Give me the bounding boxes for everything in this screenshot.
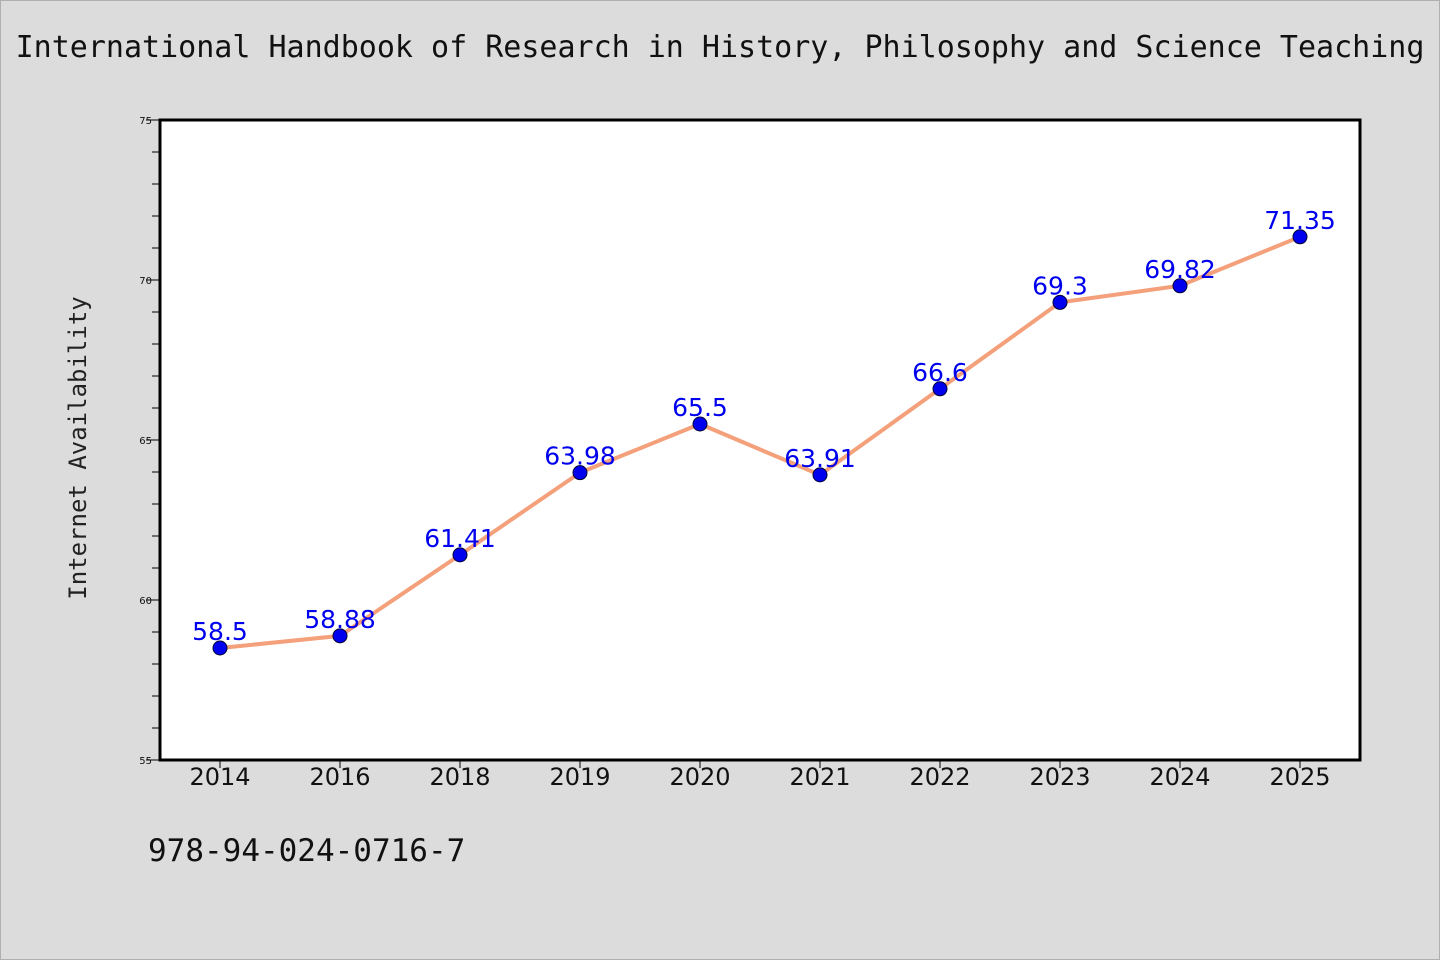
x-tick-label: 2021 (789, 763, 850, 791)
x-tick-label: 2025 (1269, 763, 1330, 791)
y-tick-label: 70 (139, 276, 152, 287)
plot-area (158, 118, 1362, 762)
data-label: 63.98 (544, 442, 616, 471)
data-label: 61.41 (424, 524, 496, 553)
x-tick-label: 2014 (189, 763, 250, 791)
data-point (572, 465, 588, 481)
data-point (1172, 278, 1188, 294)
isbn-text: 978-94-024-0716-7 (148, 833, 466, 869)
x-tick-label: 2019 (549, 763, 610, 791)
x-tick-label: 2016 (309, 763, 370, 791)
data-point (1052, 294, 1068, 310)
x-tick-label: 2023 (1029, 763, 1090, 791)
data-label: 69.82 (1144, 255, 1216, 284)
data-label: 58.5 (192, 617, 248, 646)
data-label: 58.88 (304, 605, 376, 634)
data-point (212, 640, 228, 656)
data-point (932, 381, 948, 397)
data-point (692, 416, 708, 432)
data-label: 65.5 (672, 393, 728, 422)
data-point (452, 547, 468, 563)
data-label: 69.3 (1032, 271, 1088, 300)
x-tick-label: 2024 (1149, 763, 1210, 791)
data-markers (212, 229, 1308, 656)
data-label: 66.6 (912, 358, 968, 387)
y-tick-label: 60 (139, 596, 152, 607)
x-tick-label: 2020 (669, 763, 730, 791)
x-tick-label: 2022 (909, 763, 970, 791)
series-line-group (218, 234, 1302, 650)
x-axis-ticks: 2014 2016 2018 2019 2020 2021 2022 2023 2024 2025 (189, 760, 1331, 791)
series-line (218, 234, 1302, 650)
y-minor-ticks (152, 151, 160, 729)
y-tick-label: 55 (139, 756, 152, 767)
y-tick-label: 75 (139, 116, 152, 127)
x-tick-label: 2018 (429, 763, 490, 791)
data-label: 63.91 (784, 444, 856, 473)
y-axis-ticks: 55 60 65 70 75 (139, 116, 160, 767)
data-point (812, 467, 828, 483)
data-label: 71.35 (1264, 206, 1336, 235)
y-tick-label: 65 (139, 436, 152, 447)
data-point (1292, 229, 1308, 245)
data-labels: 58.5 58.88 61.41 63.98 65.5 63.91 66.6 69.3 69.8… (192, 206, 1336, 646)
data-point (332, 628, 348, 644)
chart-title: International Handbook of Research in Hi… (15, 30, 1425, 65)
